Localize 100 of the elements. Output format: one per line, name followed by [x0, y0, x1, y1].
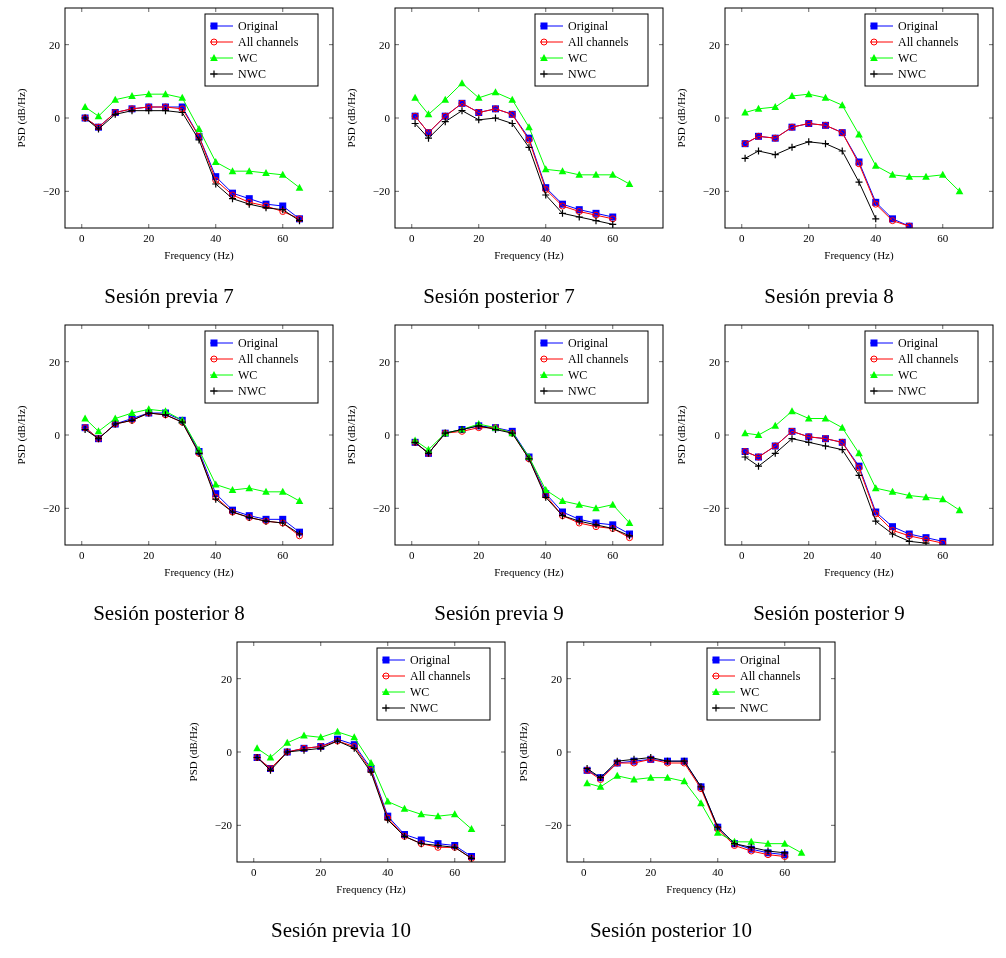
y-axis-title: PSD (dB/Hz)	[15, 405, 28, 465]
legend-label: NWC	[898, 67, 926, 81]
x-axis-title: Frequency (Hz)	[164, 249, 234, 262]
x-tick-label: 20	[143, 549, 155, 561]
legend-label: Original	[238, 19, 279, 33]
x-axis-title: Frequency (Hz)	[164, 566, 234, 579]
x-tick-label: 40	[870, 232, 882, 244]
legend-label: Original	[568, 336, 609, 350]
x-tick-label: 0	[79, 232, 85, 244]
y-tick-label: −20	[42, 185, 61, 198]
x-tick-label: 60	[937, 549, 949, 561]
y-tick-label: 0	[384, 112, 391, 124]
y-tick-label: 20	[379, 355, 391, 368]
x-tick-label: 0	[739, 232, 745, 244]
y-axis-title: PSD (dB/Hz)	[675, 405, 688, 465]
text: Sesión posterior 9	[753, 601, 905, 625]
x-tick-label: 0	[409, 549, 415, 561]
y-axis-title: PSD (dB/Hz)	[517, 722, 530, 782]
y-axis-title: PSD (dB/Hz)	[345, 88, 358, 148]
x-axis-title: Frequency (Hz)	[336, 883, 406, 896]
legend-label: Original	[740, 653, 781, 667]
x-tick-label: 40	[540, 232, 552, 244]
y-tick-label: 20	[49, 355, 61, 368]
x-tick-label: 20	[143, 232, 155, 244]
y-tick-label: 0	[54, 429, 61, 441]
legend-label: All channels	[238, 35, 299, 49]
x-axis-title: Frequency (Hz)	[494, 249, 564, 262]
text: Sesión previa 10	[271, 918, 411, 942]
y-tick-label: −20	[544, 819, 563, 832]
x-tick-label: 60	[277, 232, 289, 244]
text: Sesión previa 8	[764, 284, 894, 308]
y-tick-label: 0	[384, 429, 391, 441]
x-axis-title: Frequency (Hz)	[824, 566, 894, 579]
legend-label: WC	[740, 685, 760, 699]
y-tick-label: 0	[54, 112, 61, 124]
text: Sesión posterior 8	[93, 601, 245, 625]
x-tick-label: 40	[540, 549, 552, 561]
y-axis-title: PSD (dB/Hz)	[675, 88, 688, 148]
legend-label: WC	[568, 368, 588, 382]
legend-label: WC	[568, 51, 588, 65]
x-tick-label: 20	[473, 549, 485, 561]
x-tick-label: 0	[739, 549, 745, 561]
y-tick-label: −20	[42, 502, 61, 515]
x-tick-label: 60	[607, 232, 619, 244]
y-tick-label: −20	[214, 819, 233, 832]
x-tick-label: 20	[803, 232, 815, 244]
x-tick-label: 40	[712, 866, 724, 878]
legend-label: NWC	[238, 67, 266, 81]
y-tick-label: 0	[714, 429, 721, 441]
y-tick-label: −20	[372, 185, 391, 198]
y-axis-title: PSD (dB/Hz)	[345, 405, 358, 465]
x-tick-label: 0	[251, 866, 257, 878]
legend-label: All channels	[410, 669, 471, 683]
legend-label: WC	[238, 51, 258, 65]
y-axis-title: PSD (dB/Hz)	[15, 88, 28, 148]
legend-label: NWC	[238, 384, 266, 398]
text: Sesión previa 7	[104, 284, 234, 308]
legend-label: NWC	[898, 384, 926, 398]
x-tick-label: 40	[870, 549, 882, 561]
legend-label: NWC	[740, 701, 768, 715]
x-axis-title: Frequency (Hz)	[824, 249, 894, 262]
legend-label: All channels	[568, 352, 629, 366]
legend-label: NWC	[410, 701, 438, 715]
y-tick-label: −20	[702, 185, 721, 198]
legend-label: Original	[898, 336, 939, 350]
y-tick-label: 20	[49, 38, 61, 51]
legend-label: All channels	[568, 35, 629, 49]
legend-label: All channels	[898, 35, 959, 49]
legend-label: All channels	[898, 352, 959, 366]
x-tick-label: 20	[315, 866, 327, 878]
legend-label: Original	[410, 653, 451, 667]
legend-label: NWC	[568, 67, 596, 81]
x-axis-title: Frequency (Hz)	[666, 883, 736, 896]
legend-label: WC	[238, 368, 258, 382]
y-tick-label: −20	[702, 502, 721, 515]
legend-label: Original	[568, 19, 609, 33]
y-tick-label: 20	[221, 672, 233, 685]
y-tick-label: 20	[379, 38, 391, 51]
legend-label: Original	[238, 336, 279, 350]
text: Sesión previa 9	[434, 601, 564, 625]
y-tick-label: 20	[551, 672, 563, 685]
y-tick-label: −20	[372, 502, 391, 515]
y-tick-label: 20	[709, 38, 721, 51]
x-tick-label: 20	[473, 232, 485, 244]
legend-label: All channels	[740, 669, 801, 683]
x-tick-label: 0	[79, 549, 85, 561]
legend-label: Original	[898, 19, 939, 33]
legend-label: WC	[898, 368, 918, 382]
x-tick-label: 20	[803, 549, 815, 561]
x-tick-label: 60	[607, 549, 619, 561]
x-tick-label: 60	[277, 549, 289, 561]
legend-label: WC	[898, 51, 918, 65]
x-tick-label: 0	[581, 866, 587, 878]
x-tick-label: 60	[779, 866, 791, 878]
x-tick-label: 60	[937, 232, 949, 244]
y-tick-label: 0	[714, 112, 721, 124]
legend-label: NWC	[568, 384, 596, 398]
legend-label: WC	[410, 685, 430, 699]
x-tick-label: 0	[409, 232, 415, 244]
x-tick-label: 20	[645, 866, 657, 878]
